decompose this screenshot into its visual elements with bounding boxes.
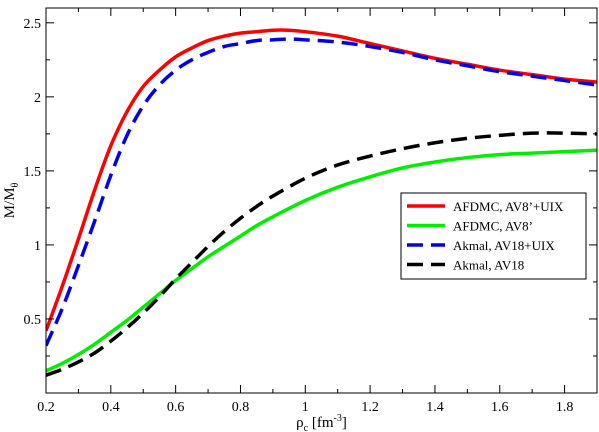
legend: AFDMC, AV8’+UIX AFDMC, AV8’ Akmal, AV18+UI… xyxy=(400,192,587,280)
x-axis-label-unit-end: ] xyxy=(342,415,347,431)
x-tick-label: 1.4 xyxy=(426,400,444,415)
legend-label-afdmc-av8p: AFDMC, AV8’ xyxy=(453,219,533,234)
x-axis-label-unit-superscript: -3 xyxy=(334,413,342,424)
legend-label-akmal-av18: Akmal, AV18 xyxy=(453,258,524,273)
y-tick-label: 1 xyxy=(34,239,41,254)
x-tick-label: 0.4 xyxy=(102,400,120,415)
y-axis-label-subscript: θ xyxy=(10,182,21,187)
plot-frame xyxy=(45,7,598,394)
x-tick-label: 1.6 xyxy=(491,400,509,415)
legend-label-akmal-av18-uix: Akmal, AV18+UIX xyxy=(453,238,555,253)
y-axis-label: M/Mθ xyxy=(2,182,21,218)
x-tick-label: 1.2 xyxy=(361,400,379,415)
x-tick-label: 0.8 xyxy=(232,400,250,415)
series-line-akmal-av18 xyxy=(46,131,597,377)
y-axis-label-main: M/M xyxy=(2,187,18,218)
series-line-akmal-av18-uix xyxy=(46,37,597,347)
x-tick-label: 0.2 xyxy=(37,400,55,415)
x-axis-label-subscript: c xyxy=(304,423,309,432)
ticks-layer: 0.2 0.4 0.6 0.8 1 1.2 1.4 1.6 1.8 0.5 1 1.5 2 2.5 xyxy=(24,8,597,415)
x-tick-label: 1 xyxy=(302,400,309,415)
x-axis-label-unit: [fm xyxy=(308,415,334,431)
legend-label-afdmc-av8p-uix: AFDMC, AV8’+UIX xyxy=(453,199,564,214)
x-axis-label-main: ρ xyxy=(296,415,304,431)
y-tick-label: 2 xyxy=(34,91,41,106)
x-tick-label: 1.8 xyxy=(556,400,574,415)
y-tick-label: 0.5 xyxy=(24,313,42,328)
x-axis-label: ρc [fm-3] xyxy=(296,413,347,432)
series-line-afdmc-av8p xyxy=(46,148,597,373)
series-layer xyxy=(46,28,597,377)
y-tick-label: 1.5 xyxy=(24,165,42,180)
y-tick-label: 2.5 xyxy=(24,17,42,32)
x-tick-label: 0.6 xyxy=(167,400,185,415)
